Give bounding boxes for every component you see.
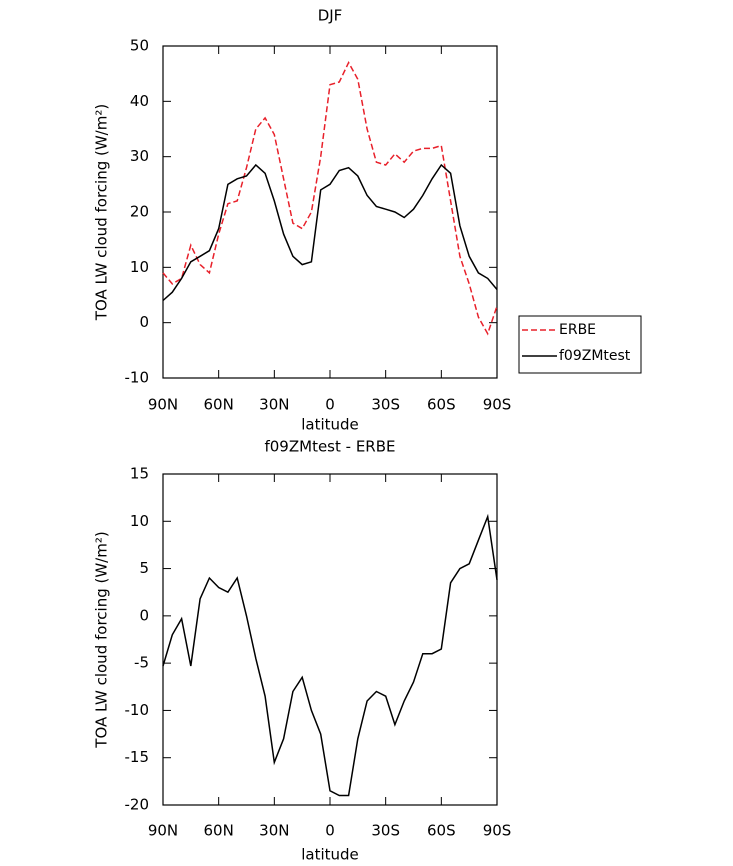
y-tick-label: -5 bbox=[134, 654, 149, 672]
x-axis-label: latitude bbox=[301, 846, 359, 864]
x-tick-label: 0 bbox=[325, 822, 335, 840]
y-tick-label: 50 bbox=[130, 37, 149, 55]
y-tick-label: 30 bbox=[130, 147, 149, 165]
x-tick-label: 30S bbox=[371, 822, 400, 840]
chart-title: DJF bbox=[318, 7, 343, 25]
data-line bbox=[162, 163, 498, 302]
y-tick-label: 10 bbox=[130, 512, 149, 530]
y-tick-label: 10 bbox=[130, 258, 149, 276]
x-tick-label: 30S bbox=[371, 396, 400, 414]
y-tick-label: 0 bbox=[139, 313, 149, 331]
data-line bbox=[162, 513, 498, 797]
y-tick-label: 40 bbox=[130, 92, 149, 110]
x-tick-label: 90N bbox=[148, 822, 178, 840]
y-axis-label: TOA LW cloud forcing (W/m²) bbox=[93, 531, 111, 748]
y-tick-label: -10 bbox=[125, 369, 150, 387]
y-axis-label: TOA LW cloud forcing (W/m²) bbox=[93, 104, 111, 321]
y-tick-label: 20 bbox=[130, 203, 149, 221]
legend-label: ERBE bbox=[559, 322, 596, 338]
y-tick-label: 15 bbox=[130, 465, 149, 483]
y-tick-label: -10 bbox=[125, 701, 150, 719]
x-tick-label: 60S bbox=[427, 396, 456, 414]
x-tick-label: 0 bbox=[325, 396, 335, 414]
x-tick-label: 90S bbox=[483, 822, 512, 840]
y-tick-label: 5 bbox=[139, 559, 149, 577]
plot-frame bbox=[162, 473, 498, 806]
x-tick-label: 30N bbox=[259, 822, 289, 840]
legend-box bbox=[518, 315, 642, 374]
y-tick-label: -20 bbox=[125, 796, 150, 814]
x-tick-label: 60N bbox=[204, 822, 234, 840]
x-tick-label: 60N bbox=[204, 396, 234, 414]
x-tick-label: 90N bbox=[148, 396, 178, 414]
data-line bbox=[162, 60, 498, 336]
plot-frame bbox=[162, 45, 498, 379]
x-tick-label: 30N bbox=[259, 396, 289, 414]
x-tick-label: 60S bbox=[427, 822, 456, 840]
x-axis-label: latitude bbox=[301, 416, 359, 434]
y-tick-label: -15 bbox=[125, 748, 150, 766]
legend-label: f09ZMtest bbox=[559, 348, 631, 364]
x-tick-label: 90S bbox=[483, 396, 512, 414]
chart-title: f09ZMtest - ERBE bbox=[264, 438, 395, 456]
y-tick-label: 0 bbox=[139, 606, 149, 624]
